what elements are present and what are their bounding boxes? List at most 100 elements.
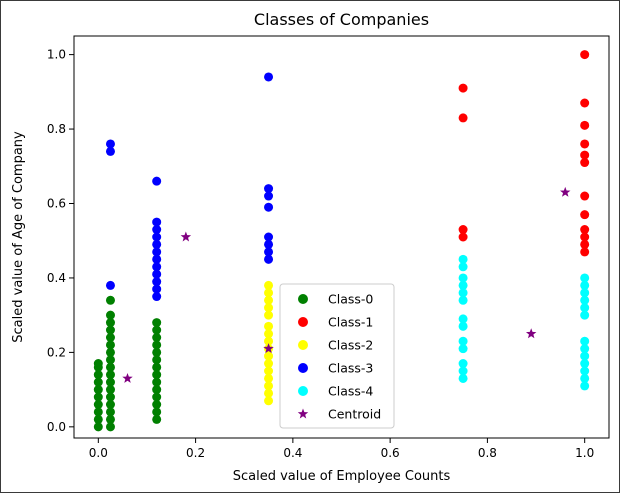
data-point <box>458 262 468 272</box>
data-point <box>152 254 162 264</box>
data-point <box>458 113 468 123</box>
data-point <box>264 191 274 201</box>
legend-marker-class-2 <box>298 340 308 350</box>
data-point <box>580 273 590 283</box>
data-point <box>152 176 162 186</box>
data-point <box>458 280 468 290</box>
data-point <box>93 407 103 417</box>
data-point <box>264 303 274 313</box>
y-tick-label: 0.4 <box>47 271 66 285</box>
data-point <box>264 329 274 339</box>
data-point <box>458 225 468 235</box>
data-point <box>264 336 274 346</box>
data-point <box>580 344 590 354</box>
data-point <box>105 400 115 409</box>
data-point <box>580 191 590 201</box>
data-point <box>105 325 115 335</box>
class-1-series <box>458 50 590 257</box>
data-point <box>264 373 274 383</box>
x-tick-label: 1.0 <box>575 446 594 460</box>
data-point <box>93 414 103 424</box>
x-tick-label: 0.0 <box>89 446 108 460</box>
data-point <box>152 262 162 272</box>
data-point <box>105 139 115 149</box>
data-point <box>93 359 103 369</box>
data-point <box>580 310 590 320</box>
x-axis-label: Scaled value of Employee Counts <box>233 469 451 484</box>
legend-marker-class-1 <box>298 317 308 327</box>
data-point <box>580 280 590 290</box>
data-point <box>93 422 103 432</box>
data-point <box>152 284 162 294</box>
data-point <box>264 239 274 249</box>
data-point <box>580 98 590 108</box>
data-point <box>458 321 468 331</box>
x-tick-label: 0.6 <box>381 446 400 460</box>
data-point <box>93 400 103 409</box>
data-point <box>458 273 468 283</box>
data-point <box>264 295 274 305</box>
data-point <box>152 225 162 235</box>
data-point <box>580 247 590 257</box>
data-point <box>93 377 103 387</box>
data-point <box>152 292 162 302</box>
data-point <box>152 269 162 279</box>
plot-area <box>73 35 610 439</box>
data-point <box>152 232 162 242</box>
data-point <box>458 314 468 324</box>
legend-label-class-2: Class-2 <box>328 338 373 353</box>
legend-marker-centroid <box>297 408 309 419</box>
data-point <box>264 321 274 331</box>
data-point <box>93 392 103 402</box>
data-point <box>580 288 590 298</box>
data-point <box>152 400 162 409</box>
class-2-series <box>264 280 274 406</box>
x-tick-label: 0.2 <box>186 446 205 460</box>
data-point <box>105 370 115 380</box>
data-point <box>580 225 590 235</box>
y-tick-label: 0.6 <box>47 197 66 211</box>
data-point <box>580 232 590 242</box>
data-point <box>105 280 115 290</box>
y-tick-label: 0.0 <box>47 420 66 434</box>
data-point <box>105 340 115 350</box>
data-point <box>458 336 468 346</box>
data-point <box>580 120 590 130</box>
data-point <box>580 336 590 346</box>
data-point <box>105 377 115 387</box>
data-point <box>580 295 590 305</box>
centroid-point <box>263 343 274 354</box>
data-point <box>152 347 162 357</box>
data-point <box>580 351 590 361</box>
data-point <box>458 344 468 354</box>
legend-label-class-3: Class-3 <box>328 361 373 376</box>
data-point <box>580 239 590 249</box>
data-point <box>580 50 590 60</box>
data-point <box>105 310 115 320</box>
data-point <box>264 184 274 194</box>
data-point <box>580 366 590 376</box>
data-point <box>152 318 162 328</box>
legend-marker-class-4 <box>298 386 308 396</box>
data-point <box>458 232 468 242</box>
data-point <box>580 158 590 168</box>
data-point <box>105 146 115 156</box>
data-point <box>105 422 115 432</box>
class-4-series <box>458 254 590 391</box>
axis-ticks: 0.0 0.2 0.4 0.6 0.8 1.0 0.0 0.2 0.4 0.6 0.8 1.0 <box>47 48 594 460</box>
legend: Class-0 Class-1 Class-2 Class-3 Class-4 Centr… <box>279 283 395 429</box>
data-point <box>105 295 115 305</box>
data-point <box>264 396 274 406</box>
data-point <box>105 333 115 342</box>
legend-marker-class-3 <box>298 363 308 373</box>
data-point <box>105 392 115 402</box>
data-point <box>105 318 115 328</box>
x-tick-label: 0.8 <box>478 446 497 460</box>
data-point <box>152 377 162 387</box>
data-point <box>152 217 162 227</box>
centroid-point <box>122 372 133 383</box>
data-point <box>152 325 162 335</box>
y-axis-label: Scaled value of Age of Company <box>11 131 26 343</box>
x-tick-label: 0.4 <box>283 446 302 460</box>
data-point <box>152 239 162 249</box>
